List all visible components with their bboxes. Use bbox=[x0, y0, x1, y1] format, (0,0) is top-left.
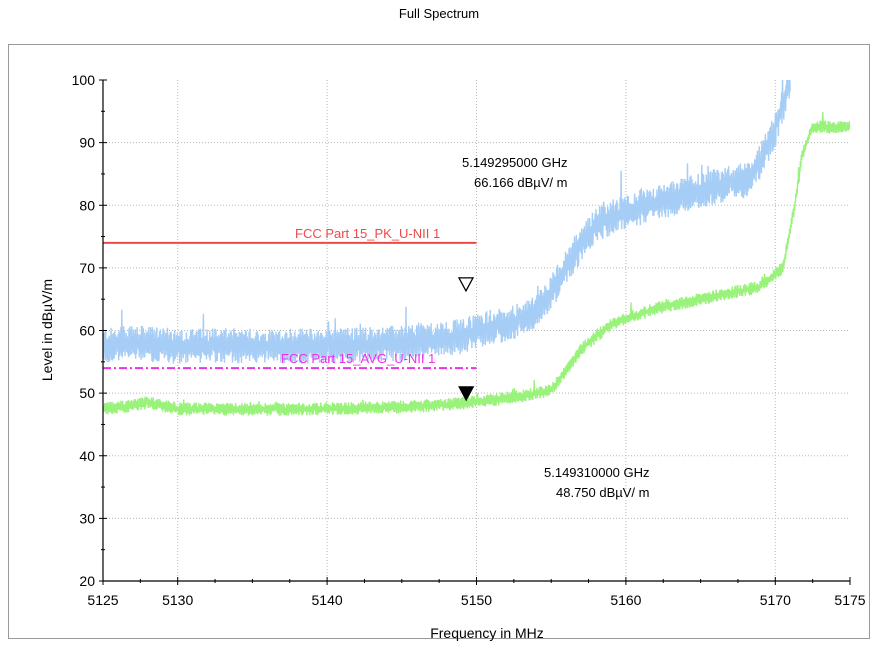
x-tick-label: 5140 bbox=[312, 592, 343, 608]
y-tick-label: 20 bbox=[79, 573, 95, 589]
marker-2-level: 48.750 dBµV/ m bbox=[556, 485, 650, 500]
y-axis-label: Level in dBµV/m bbox=[39, 279, 55, 381]
marker-2-triangle bbox=[458, 386, 475, 402]
marker-2-freq: 5.149310000 GHz bbox=[544, 465, 650, 480]
marker-1-freq: 5.149295000 GHz bbox=[462, 155, 568, 170]
chart-title: Full Spectrum bbox=[398, 6, 480, 21]
chart-frame bbox=[8, 44, 870, 639]
x-tick-label: 5125 bbox=[87, 592, 118, 608]
y-tick-label: 80 bbox=[79, 197, 95, 213]
y-tick-label: 30 bbox=[79, 510, 95, 526]
x-tick-label: 5170 bbox=[760, 592, 791, 608]
limit-label-avg: FCC Part 15_AVG_U-NII 1 bbox=[281, 351, 435, 366]
series-layer bbox=[103, 80, 850, 416]
y-tick-label: 50 bbox=[79, 385, 95, 401]
y-tick-label: 100 bbox=[72, 72, 96, 88]
y-tick-label: 60 bbox=[79, 323, 95, 339]
y-tick-label: 70 bbox=[79, 260, 95, 276]
x-tick-label: 5160 bbox=[610, 592, 641, 608]
grid-lines bbox=[103, 80, 850, 581]
x-tick-label: 5130 bbox=[162, 592, 193, 608]
y-tick-label: 90 bbox=[79, 135, 95, 151]
limit-lines bbox=[103, 241, 477, 370]
x-tick-label: 5175 bbox=[834, 592, 865, 608]
markers-layer bbox=[457, 277, 475, 402]
x-tick-label: 5150 bbox=[461, 592, 492, 608]
x-axis-label: Frequency in MHz bbox=[430, 625, 544, 641]
series-1-trace bbox=[103, 80, 791, 365]
marker-1-level: 66.166 dBµV/ m bbox=[474, 175, 568, 190]
y-tick-label: 40 bbox=[79, 448, 95, 464]
limit-label-peak: FCC Part 15_PK_U-NII 1 bbox=[295, 226, 440, 241]
axes: 5125 5130 5140 5150 5160 5170 5175 20 30 40 50 60 70… bbox=[72, 72, 866, 608]
series-2-trace bbox=[103, 112, 850, 416]
marker-1-triangle bbox=[457, 277, 475, 293]
